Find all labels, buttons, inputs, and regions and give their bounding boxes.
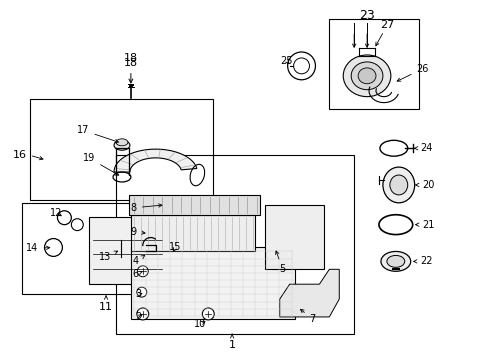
Circle shape xyxy=(202,308,214,320)
Circle shape xyxy=(166,260,176,269)
Bar xyxy=(116,155,353,334)
Ellipse shape xyxy=(386,255,404,267)
Text: 2: 2 xyxy=(135,312,142,322)
Bar xyxy=(328,19,418,109)
Text: 14: 14 xyxy=(26,243,50,253)
Text: 21: 21 xyxy=(415,220,434,230)
Bar xyxy=(21,203,185,294)
Polygon shape xyxy=(114,149,197,172)
Text: 23: 23 xyxy=(359,9,374,22)
Polygon shape xyxy=(129,195,259,215)
Text: 7: 7 xyxy=(300,309,315,324)
Bar xyxy=(264,205,324,269)
Text: 11: 11 xyxy=(99,296,113,312)
Ellipse shape xyxy=(357,68,375,84)
Text: 18: 18 xyxy=(123,53,138,63)
Text: 6: 6 xyxy=(133,269,142,279)
Text: 9: 9 xyxy=(130,226,145,237)
Text: 27: 27 xyxy=(379,20,393,30)
Ellipse shape xyxy=(380,251,410,271)
Text: 19: 19 xyxy=(83,153,119,175)
Text: 13: 13 xyxy=(99,251,118,262)
Circle shape xyxy=(137,308,148,320)
Text: 25: 25 xyxy=(280,56,292,66)
Ellipse shape xyxy=(350,62,382,90)
Text: 24: 24 xyxy=(414,143,432,153)
Text: 22: 22 xyxy=(413,256,432,266)
Ellipse shape xyxy=(382,167,414,203)
Bar xyxy=(131,247,294,319)
Text: 4: 4 xyxy=(133,256,144,266)
Text: 10: 10 xyxy=(194,319,206,329)
Bar xyxy=(89,217,165,284)
Text: 17: 17 xyxy=(77,125,118,143)
Text: 12: 12 xyxy=(50,208,62,218)
Circle shape xyxy=(137,287,146,297)
Text: 3: 3 xyxy=(136,289,142,299)
Ellipse shape xyxy=(114,140,130,150)
Bar xyxy=(30,99,213,200)
Ellipse shape xyxy=(116,139,128,146)
Text: 20: 20 xyxy=(415,180,434,190)
Text: 8: 8 xyxy=(130,203,162,213)
Ellipse shape xyxy=(389,175,407,195)
Circle shape xyxy=(165,242,177,253)
Text: 1: 1 xyxy=(228,334,235,350)
Text: 16: 16 xyxy=(13,150,27,160)
Bar xyxy=(131,215,254,251)
Text: 26: 26 xyxy=(396,64,428,81)
Text: 18: 18 xyxy=(123,58,138,83)
Ellipse shape xyxy=(343,55,390,96)
Text: 15: 15 xyxy=(169,243,182,252)
Circle shape xyxy=(137,266,148,277)
Polygon shape xyxy=(279,269,339,317)
Text: 5: 5 xyxy=(275,251,285,274)
